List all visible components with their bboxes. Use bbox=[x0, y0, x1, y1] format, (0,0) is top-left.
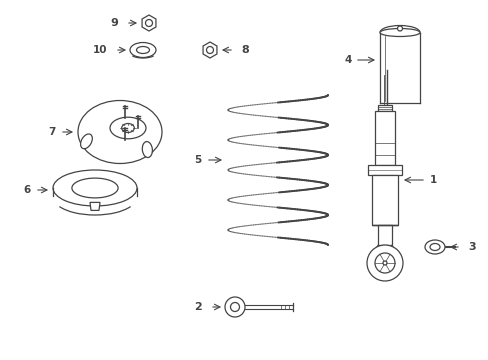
Circle shape bbox=[382, 261, 386, 265]
Circle shape bbox=[366, 245, 402, 281]
Circle shape bbox=[374, 253, 394, 273]
Text: 10: 10 bbox=[92, 45, 107, 55]
Circle shape bbox=[224, 297, 244, 317]
Ellipse shape bbox=[424, 240, 444, 254]
Text: 7: 7 bbox=[48, 127, 56, 137]
Ellipse shape bbox=[122, 123, 134, 132]
Circle shape bbox=[230, 302, 239, 311]
Ellipse shape bbox=[72, 178, 118, 198]
Bar bbox=[377, 225, 391, 245]
Text: 6: 6 bbox=[23, 185, 31, 195]
Ellipse shape bbox=[53, 170, 137, 206]
Bar bbox=[377, 105, 391, 111]
Ellipse shape bbox=[130, 42, 156, 58]
Ellipse shape bbox=[379, 28, 419, 36]
Text: 5: 5 bbox=[194, 155, 201, 165]
Circle shape bbox=[397, 26, 402, 31]
Text: 2: 2 bbox=[194, 302, 202, 312]
Ellipse shape bbox=[81, 134, 92, 149]
Circle shape bbox=[145, 19, 152, 27]
Ellipse shape bbox=[110, 117, 146, 139]
Circle shape bbox=[206, 46, 213, 54]
Text: 1: 1 bbox=[428, 175, 436, 185]
Ellipse shape bbox=[78, 100, 162, 163]
Ellipse shape bbox=[136, 46, 149, 54]
Bar bbox=[367, 165, 401, 175]
Polygon shape bbox=[90, 202, 100, 210]
Text: 4: 4 bbox=[344, 55, 351, 65]
Bar bbox=[374, 111, 394, 165]
Ellipse shape bbox=[142, 141, 152, 158]
Text: 9: 9 bbox=[110, 18, 118, 28]
Text: 8: 8 bbox=[241, 45, 248, 55]
Ellipse shape bbox=[429, 243, 439, 251]
Bar bbox=[371, 175, 397, 225]
Text: 3: 3 bbox=[467, 242, 475, 252]
